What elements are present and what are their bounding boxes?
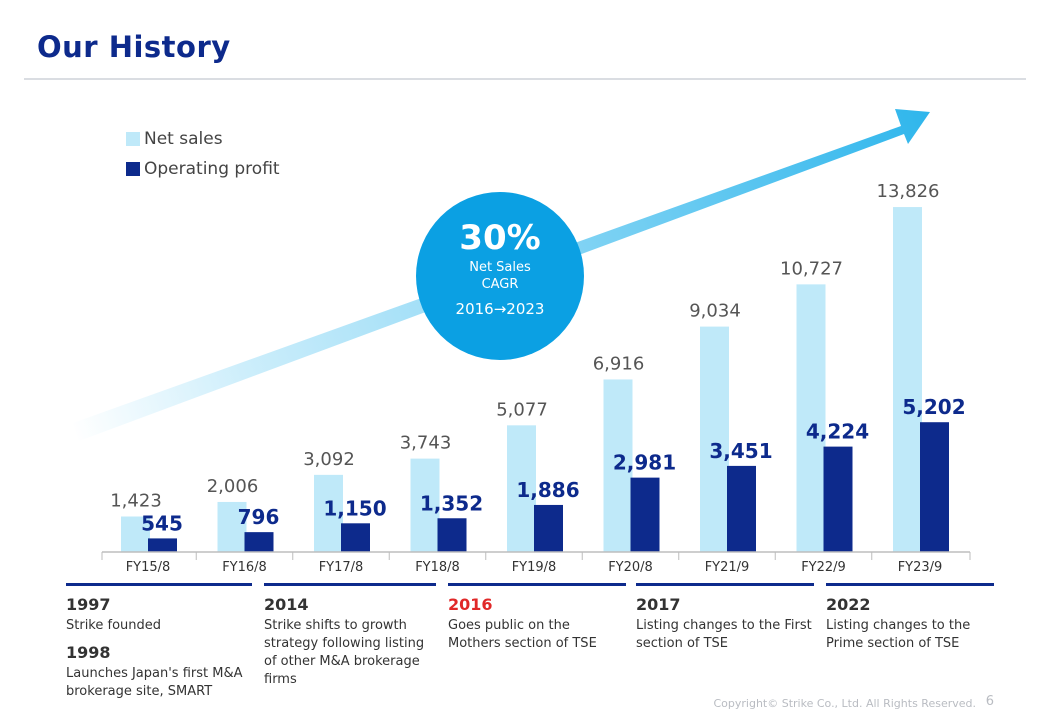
net-sales-bar bbox=[893, 207, 922, 552]
operating-profit-value-label: 545 bbox=[141, 511, 183, 535]
cagr-label: Net Sales CAGR bbox=[469, 260, 531, 292]
legend-label-net-sales: Net sales bbox=[144, 129, 223, 149]
net-sales-bar bbox=[410, 458, 440, 552]
x-tick-label: FY18/8 bbox=[415, 560, 460, 575]
operating-profit-bar bbox=[534, 504, 563, 552]
legend-label-operating-profit: Operating profit bbox=[144, 159, 280, 179]
milestone-year: 2014 bbox=[264, 595, 309, 614]
operating-profit-bar bbox=[437, 518, 467, 552]
milestone-2017: 2017 Listing changes to the First sectio… bbox=[636, 583, 814, 653]
operating-profit-value-label: 3,451 bbox=[709, 439, 772, 463]
milestone-bar bbox=[66, 583, 252, 586]
operating-profit-bar bbox=[727, 465, 756, 552]
milestone-2022: 2022 Listing changes to the Prime sectio… bbox=[826, 583, 994, 653]
milestone-text-1998: Launches Japan's first M&A brokerage sit… bbox=[66, 666, 243, 699]
cagr-badge: 30% Net Sales CAGR 2016→2023 bbox=[416, 192, 584, 360]
net-sales-value-label: 3,743 bbox=[400, 433, 452, 454]
legend-swatch-operating-profit bbox=[126, 162, 140, 176]
milestone-year: 2017 bbox=[636, 595, 681, 614]
milestone-text: Listing changes to the First section of … bbox=[636, 618, 812, 651]
net-sales-value-label: 1,423 bbox=[110, 490, 162, 511]
milestone-1997: 1997 Strike founded 1998 Launches Japan'… bbox=[66, 583, 252, 701]
x-tick-label: FY15/8 bbox=[126, 560, 171, 575]
cagr-period: 2016→2023 bbox=[455, 300, 545, 318]
net-sales-value-label: 9,034 bbox=[689, 301, 741, 322]
operating-profit-bar bbox=[148, 538, 177, 552]
net-sales-value-label: 2,006 bbox=[207, 476, 259, 497]
net-sales-bar bbox=[507, 425, 536, 552]
page-title: Our History bbox=[37, 30, 231, 64]
net-sales-bar bbox=[314, 474, 343, 552]
operating-profit-value-label: 5,202 bbox=[902, 395, 965, 419]
net-sales-bar bbox=[796, 284, 826, 552]
operating-profit-value-label: 796 bbox=[238, 505, 280, 529]
legend-swatch-net-sales bbox=[126, 132, 140, 146]
page-number: 6 bbox=[985, 694, 994, 709]
x-tick-label: FY20/8 bbox=[608, 560, 653, 575]
milestone-year: 2016 bbox=[448, 595, 493, 614]
operating-profit-bar bbox=[920, 422, 949, 552]
milestone-text: Goes public on the Mothers section of TS… bbox=[448, 618, 597, 651]
milestone-2016: 2016 Goes public on the Mothers section … bbox=[448, 583, 626, 653]
operating-profit-bar bbox=[630, 477, 660, 552]
x-tick-label: FY21/9 bbox=[705, 560, 750, 575]
net-sales-bar bbox=[121, 516, 150, 552]
operating-profit-value-label: 4,224 bbox=[806, 420, 869, 444]
x-tick-label: FY19/8 bbox=[512, 560, 557, 575]
legend-item-net-sales: Net sales bbox=[126, 124, 280, 154]
operating-profit-value-label: 1,352 bbox=[420, 491, 483, 515]
milestone-text: Listing changes to the Prime section of … bbox=[826, 618, 971, 651]
milestone-bar bbox=[826, 583, 994, 586]
operating-profit-value-label: 2,981 bbox=[613, 451, 676, 475]
net-sales-bar bbox=[603, 379, 633, 552]
copyright-text: Copyright© Strike Co., Ltd. All Rights R… bbox=[713, 697, 976, 710]
milestone-year-1998: 1998 bbox=[66, 643, 111, 662]
cagr-value: 30% bbox=[459, 218, 541, 258]
operating-profit-bar bbox=[341, 523, 370, 552]
chart-legend: Net sales Operating profit bbox=[126, 124, 280, 184]
x-tick-label: FY23/9 bbox=[898, 560, 943, 575]
operating-profit-bar bbox=[244, 532, 274, 552]
net-sales-bar bbox=[217, 501, 247, 552]
x-tick-label: FY16/8 bbox=[222, 560, 267, 575]
operating-profit-value-label: 1,886 bbox=[516, 478, 579, 502]
x-tick-label: FY22/9 bbox=[801, 560, 846, 575]
title-divider bbox=[24, 78, 1026, 80]
net-sales-value-label: 13,826 bbox=[877, 181, 940, 202]
legend-item-operating-profit: Operating profit bbox=[126, 154, 280, 184]
net-sales-value-label: 3,092 bbox=[303, 449, 355, 470]
operating-profit-bar bbox=[823, 446, 853, 552]
net-sales-value-label: 10,727 bbox=[780, 258, 843, 279]
x-tick-label: FY17/8 bbox=[319, 560, 364, 575]
milestone-bar bbox=[636, 583, 814, 586]
milestone-year: 2022 bbox=[826, 595, 871, 614]
operating-profit-value-label: 1,150 bbox=[323, 496, 386, 520]
milestone-2014: 2014 Strike shifts to growth strategy fo… bbox=[264, 583, 436, 689]
milestone-text: Strike shifts to growth strategy followi… bbox=[264, 618, 425, 687]
net-sales-value-label: 6,916 bbox=[593, 353, 645, 374]
milestone-text: Strike founded bbox=[66, 618, 162, 633]
milestone-bar bbox=[264, 583, 436, 586]
milestone-year: 1997 bbox=[66, 595, 111, 614]
net-sales-bar bbox=[700, 326, 729, 552]
milestone-bar bbox=[448, 583, 626, 586]
net-sales-value-label: 5,077 bbox=[496, 399, 548, 420]
